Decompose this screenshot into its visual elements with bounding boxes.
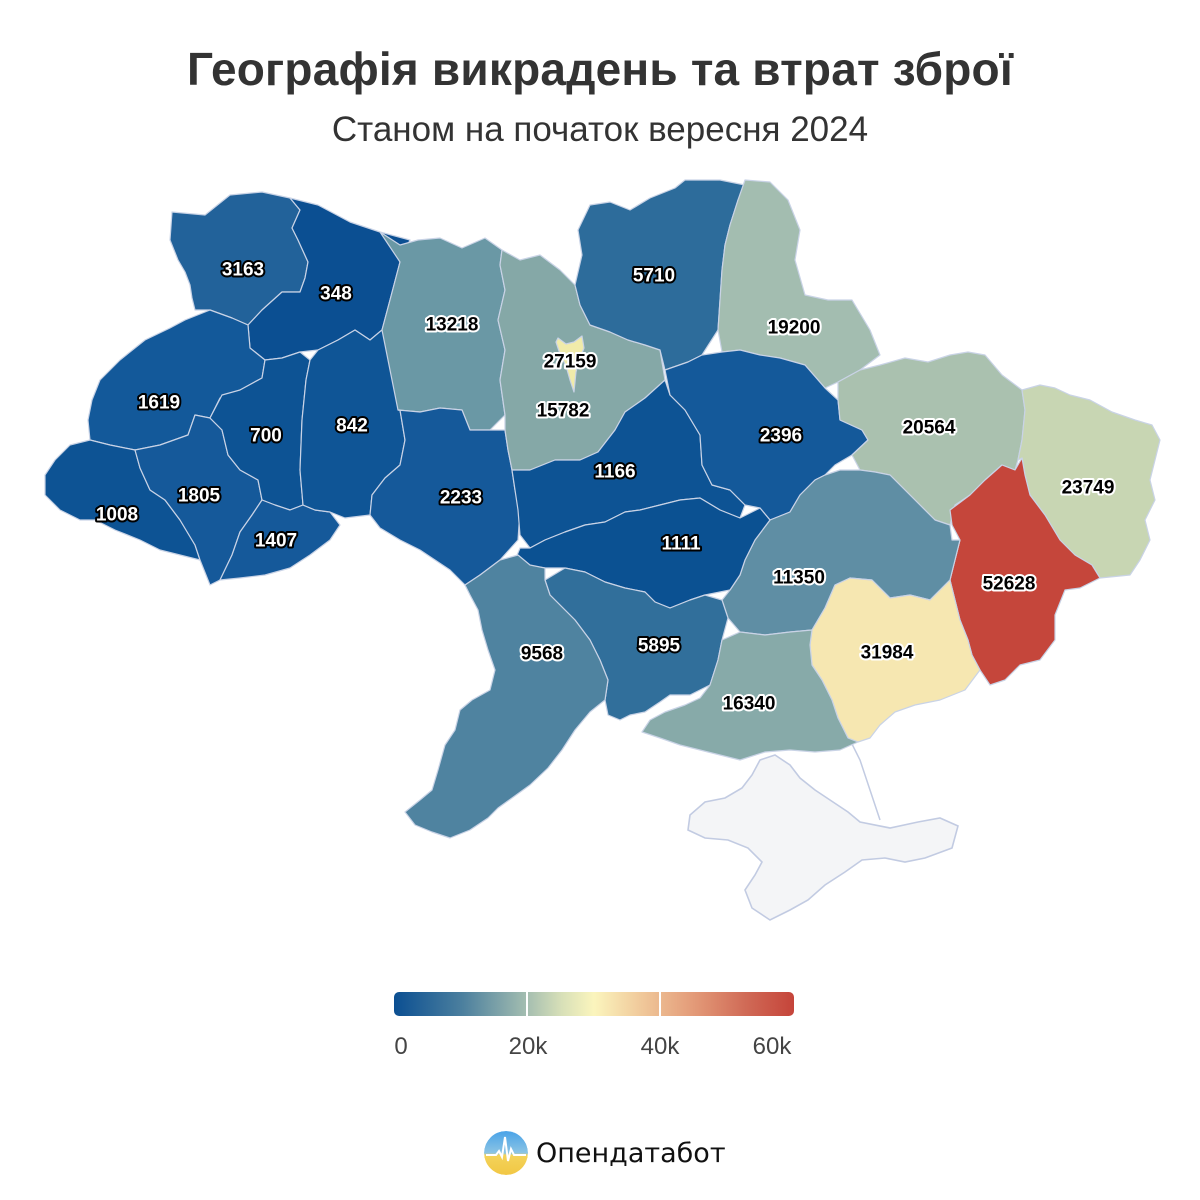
region-value-label: 15782 — [537, 401, 590, 422]
region-crimea[interactable] — [687, 754, 959, 921]
legend-gradient-bar — [394, 992, 794, 1016]
region-value-label: 27159 — [544, 352, 597, 373]
region-value-label: 1805 — [178, 486, 221, 507]
color-legend — [394, 992, 794, 1016]
legend-label-60k: 60k — [752, 1033, 792, 1060]
region-poltava[interactable] — [664, 349, 869, 521]
region-value-label: 5895 — [638, 636, 681, 657]
region-value-label: 1407 — [255, 531, 297, 552]
region-value-label: 13218 — [426, 315, 479, 336]
region-value-label: 9568 — [521, 644, 563, 665]
brand: Опендатабот — [484, 1130, 726, 1176]
opendatabot-logo-icon — [484, 1131, 528, 1175]
legend-labels: 0 20k 40k 60k — [380, 1033, 820, 1063]
legend-divider — [659, 992, 661, 1016]
legend-divider — [526, 992, 528, 1016]
region-value-label: 11350 — [773, 568, 825, 589]
region-kyiv-city[interactable] — [555, 335, 585, 393]
region-value-label: 1166 — [594, 462, 635, 483]
region-value-label: 700 — [250, 426, 282, 447]
legend-label-0: 0 — [394, 1033, 408, 1060]
region-value-label: 19200 — [768, 318, 821, 339]
regions-layer — [44, 179, 1161, 921]
region-value-label: 842 — [336, 416, 368, 437]
region-value-label: 1008 — [96, 505, 138, 526]
region-value-label: 20564 — [903, 418, 956, 439]
region-value-label: 2396 — [760, 426, 802, 447]
region-kherson[interactable] — [641, 629, 859, 761]
region-value-label: 2233 — [440, 488, 482, 509]
region-value-label: 1619 — [138, 393, 180, 414]
region-value-label: 348 — [320, 284, 352, 305]
region-value-label: 23749 — [1062, 478, 1115, 499]
region-value-label: 5710 — [633, 266, 675, 287]
arabat-spit-line — [849, 739, 881, 821]
legend-label-40k: 40k — [640, 1033, 680, 1060]
brand-name: Опендатабот — [536, 1137, 726, 1169]
region-value-label: 52628 — [983, 574, 1036, 595]
region-value-label: 1111 — [661, 534, 701, 555]
region-value-label: 16340 — [723, 694, 776, 715]
labels-layer: 3163 348 1619 1008 1805 700 1407 842 13218 2233 15… — [94, 258, 1117, 717]
region-value-label: 31984 — [861, 643, 914, 664]
legend-label-20k: 20k — [508, 1033, 548, 1060]
region-value-label: 3163 — [222, 260, 264, 281]
ukraine-choropleth-map: 3163 348 1619 1008 1805 700 1407 842 13218 2233 15… — [44, 179, 1161, 921]
page-title: Географія викрадень та втрат зброї — [187, 43, 1013, 95]
page-subtitle: Станом на початок вересня 2024 — [331, 110, 869, 149]
region-odesa[interactable] — [404, 554, 609, 839]
